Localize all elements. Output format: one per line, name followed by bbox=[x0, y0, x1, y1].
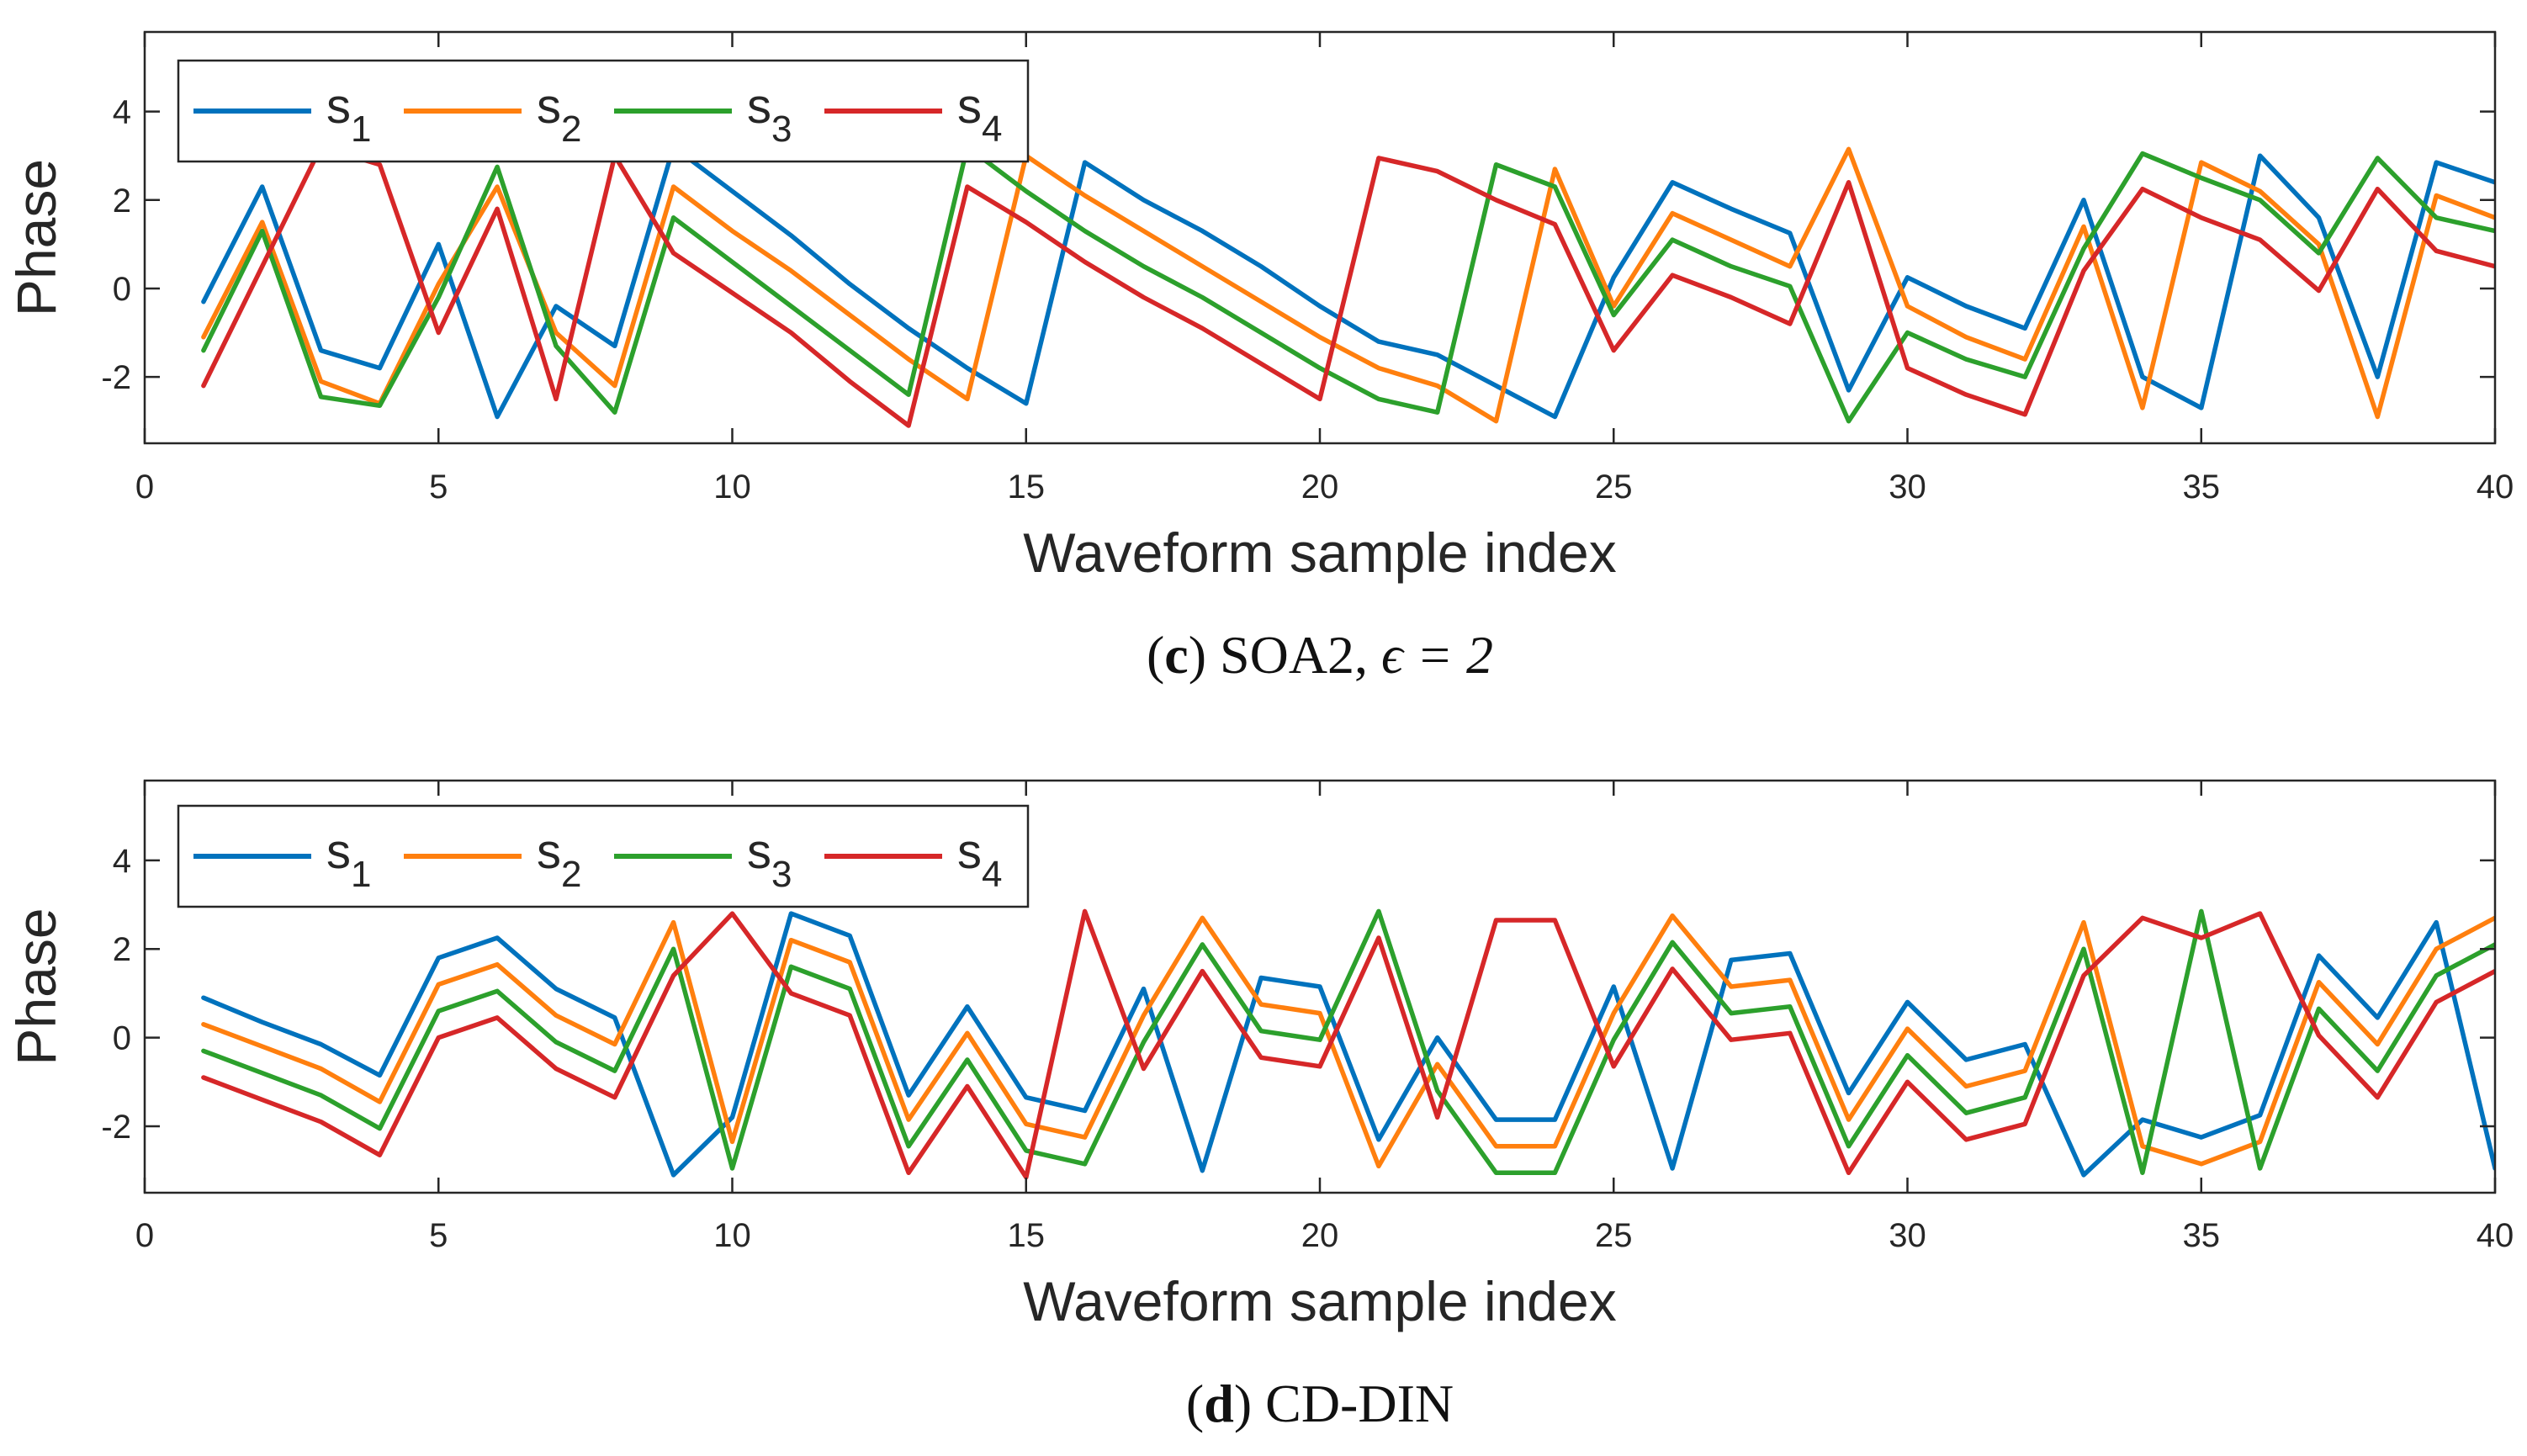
panel-c-series-group bbox=[201, 144, 2495, 428]
panel-c-caption-part-1: c bbox=[1164, 625, 1188, 685]
panel-d-legend-label-s3: s3 bbox=[747, 824, 792, 895]
panel-d-ytick-label-4: 4 bbox=[113, 843, 131, 880]
panel-c-xlabel: Waveform sample index bbox=[1023, 522, 1616, 584]
panel-d-legend-label-base: s bbox=[537, 824, 561, 879]
panel-c-xtick-label-20: 20 bbox=[1301, 469, 1339, 506]
panel-d-xtick-label-25: 25 bbox=[1595, 1217, 1633, 1254]
panel-c-xtick-label-10: 10 bbox=[713, 469, 751, 506]
panel-d-legend-label-subscript: 3 bbox=[771, 854, 792, 895]
panel-d-xtick-label-15: 15 bbox=[1008, 1217, 1046, 1254]
panel-d-xtick-label-30: 30 bbox=[1889, 1217, 1926, 1254]
panel-c-series-s3-line bbox=[201, 144, 2495, 424]
panel-c-xtick-label-5: 5 bbox=[429, 469, 448, 506]
panel-d-legend-label-base: s bbox=[326, 824, 351, 879]
panel-d-caption-part-2: ) CD-DIN bbox=[1234, 1374, 1454, 1433]
panel-c-legend-label-base: s bbox=[326, 79, 351, 134]
panel-c-legend-label-subscript: 4 bbox=[982, 109, 1002, 150]
panel-c-legend-label-base: s bbox=[957, 79, 982, 134]
panel-c-legend: s1 s2 s3 s4 bbox=[177, 59, 1030, 163]
panel-d-legend-label-base: s bbox=[957, 824, 982, 879]
panel-c-legend-label-s1: s1 bbox=[326, 79, 371, 150]
panel-d-legend-label-s2: s2 bbox=[537, 824, 581, 895]
panel-c-caption-part-2: ) SOA2, bbox=[1189, 625, 1381, 685]
panel-d-legend-label-s1: s1 bbox=[326, 824, 371, 895]
panel-d-legend-label-subscript: 1 bbox=[351, 854, 371, 895]
panel-c-ytick-label-0: 0 bbox=[113, 271, 131, 308]
panel-c-series-s2-line bbox=[201, 146, 2495, 424]
panel-d: 0 5 10 15 20 25 30 35 40 -2 0 2 4 Waveform sample ind… bbox=[5, 779, 2514, 1433]
panel-c-xtick-label-35: 35 bbox=[2183, 469, 2221, 506]
panel-c-xtick-label-15: 15 bbox=[1008, 469, 1046, 506]
panel-d-legend-label-s4: s4 bbox=[957, 824, 1002, 895]
panel-c-legend-label-base: s bbox=[747, 79, 771, 134]
panel-c-ylabel: Phase bbox=[5, 159, 67, 316]
panel-d-legend: s1 s2 s3 s4 bbox=[177, 804, 1030, 908]
panel-d-xtick-label-35: 35 bbox=[2183, 1217, 2221, 1254]
panel-c-ytick-label-2: 2 bbox=[113, 183, 131, 220]
panel-d-caption-part-0: ( bbox=[1186, 1374, 1204, 1433]
panel-d-xtick-label-20: 20 bbox=[1301, 1217, 1339, 1254]
panel-c-ytick-label--2: -2 bbox=[101, 359, 131, 396]
panel-c-xtick-label-0: 0 bbox=[135, 469, 154, 506]
panel-d-series-s4-line bbox=[201, 908, 2495, 1180]
panel-c-series-s1-line bbox=[201, 144, 2495, 420]
panel-c-series-s4-line bbox=[201, 144, 2495, 428]
panel-d-legend-label-subscript: 4 bbox=[982, 854, 1002, 895]
panel-d-series-s1-line bbox=[201, 911, 2495, 1178]
panel-c-legend-label-s4: s4 bbox=[957, 79, 1002, 150]
panel-d-series-s3-line bbox=[201, 908, 2495, 1176]
panel-d-legend-label-base: s bbox=[747, 824, 771, 879]
panel-d-caption-part-1: d bbox=[1204, 1374, 1234, 1433]
panel-d-xtick-label-40: 40 bbox=[2477, 1217, 2514, 1254]
panel-c-caption-part-3: ϵ = 2 bbox=[1381, 625, 1493, 685]
panel-d-ytick-label-2: 2 bbox=[113, 931, 131, 968]
panel-c-xtick-label-40: 40 bbox=[2477, 469, 2514, 506]
panel-c-legend-label-subscript: 2 bbox=[561, 109, 581, 150]
panel-c-caption: (c) SOA2, ϵ = 2 bbox=[1147, 625, 1493, 685]
panel-c-legend-label-subscript: 3 bbox=[771, 109, 792, 150]
panel-d-xtick-label-5: 5 bbox=[429, 1217, 448, 1254]
panel-d-caption: (d) CD-DIN bbox=[1186, 1374, 1454, 1433]
panel-d-xtick-label-0: 0 bbox=[135, 1217, 154, 1254]
panel-c-legend-label-base: s bbox=[537, 79, 561, 134]
panel-c-xtick-label-30: 30 bbox=[1889, 469, 1926, 506]
panel-d-ylabel: Phase bbox=[5, 908, 67, 1065]
panel-c: 0 5 10 15 20 25 30 35 40 -2 0 2 4 Waveform sample ind… bbox=[5, 30, 2514, 685]
panel-c-legend-label-s2: s2 bbox=[537, 79, 581, 150]
panel-d-series-s2-line bbox=[201, 913, 2495, 1169]
panel-c-ytick-label-4: 4 bbox=[113, 94, 131, 131]
panel-d-ytick-label-0: 0 bbox=[113, 1020, 131, 1057]
panel-d-xtick-label-10: 10 bbox=[713, 1217, 751, 1254]
panel-d-series-group bbox=[201, 908, 2495, 1180]
panel-d-ytick-label--2: -2 bbox=[101, 1109, 131, 1146]
panel-c-legend-label-s3: s3 bbox=[747, 79, 792, 150]
panel-d-xlabel: Waveform sample index bbox=[1023, 1270, 1616, 1332]
panel-d-legend-label-subscript: 2 bbox=[561, 854, 581, 895]
panel-c-xtick-label-25: 25 bbox=[1595, 469, 1633, 506]
panel-c-caption-part-0: ( bbox=[1147, 625, 1164, 685]
panel-c-legend-label-subscript: 1 bbox=[351, 109, 371, 150]
